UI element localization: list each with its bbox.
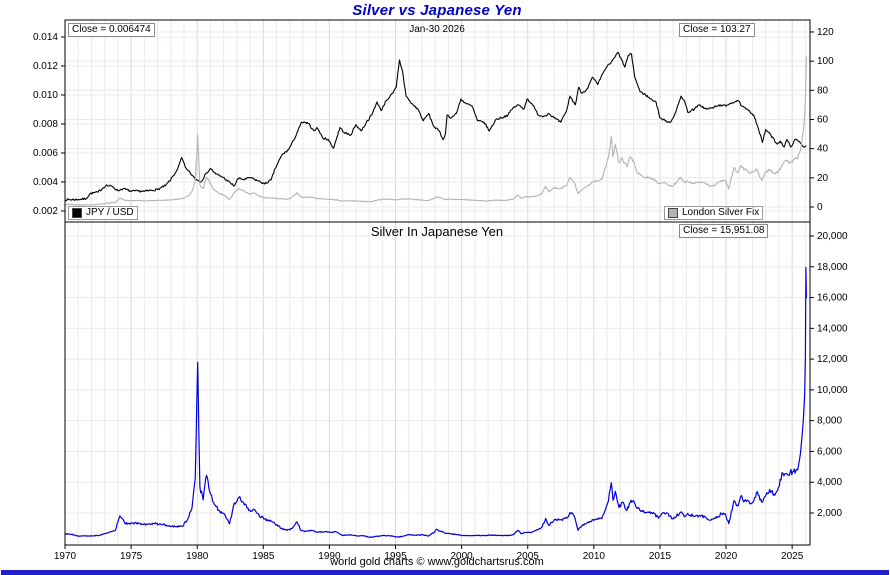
date-label: Jan-30 2026 <box>409 24 465 35</box>
svg-text:1975: 1975 <box>120 551 143 562</box>
svg-text:0.004: 0.004 <box>33 177 58 188</box>
svg-text:1980: 1980 <box>186 551 209 562</box>
svg-text:100: 100 <box>817 56 834 67</box>
svg-text:0.006: 0.006 <box>33 148 58 159</box>
svg-text:1970: 1970 <box>54 551 77 562</box>
svg-text:1985: 1985 <box>252 551 275 562</box>
svg-text:14,000: 14,000 <box>817 323 848 334</box>
svg-text:1990: 1990 <box>318 551 341 562</box>
svg-text:80: 80 <box>817 85 829 96</box>
svg-text:20,000: 20,000 <box>817 231 848 242</box>
bottom-accent-bar <box>1 570 889 575</box>
svg-text:0.008: 0.008 <box>33 119 58 130</box>
legend-jpy-usd: JPY / USD <box>68 206 138 220</box>
svg-text:0: 0 <box>817 202 823 213</box>
svg-text:0.012: 0.012 <box>33 61 58 72</box>
chart-title: Silver vs Japanese Yen <box>352 2 522 19</box>
svg-text:4,000: 4,000 <box>817 477 842 488</box>
silver-legend-swatch-icon <box>668 208 678 218</box>
svg-text:0.010: 0.010 <box>33 90 58 101</box>
svg-text:6,000: 6,000 <box>817 446 842 457</box>
svg-text:8,000: 8,000 <box>817 416 842 427</box>
svg-text:20: 20 <box>817 173 829 184</box>
close-silver-yen-annotation: Close = 15,951.08 <box>679 224 769 238</box>
svg-text:0.002: 0.002 <box>33 206 58 217</box>
svg-text:40: 40 <box>817 144 829 155</box>
svg-text:18,000: 18,000 <box>817 262 848 273</box>
svg-text:60: 60 <box>817 114 829 125</box>
svg-text:12,000: 12,000 <box>817 354 848 365</box>
svg-text:2025: 2025 <box>781 551 804 562</box>
svg-text:2005: 2005 <box>517 551 540 562</box>
footer-credit: world gold charts © www.goldchartsrus.co… <box>330 556 544 568</box>
svg-text:2000: 2000 <box>451 551 474 562</box>
svg-text:0.014: 0.014 <box>33 32 58 43</box>
svg-text:2020: 2020 <box>715 551 738 562</box>
close-jpyusd-annotation: Close = 0.006474 <box>68 23 155 37</box>
svg-text:2,000: 2,000 <box>817 508 842 519</box>
svg-text:2015: 2015 <box>649 551 672 562</box>
svg-text:16,000: 16,000 <box>817 293 848 304</box>
svg-text:1995: 1995 <box>384 551 407 562</box>
legend-london-silver-fix: London Silver Fix <box>664 206 764 220</box>
svg-text:2010: 2010 <box>583 551 606 562</box>
silver-legend-label: London Silver Fix <box>682 207 760 218</box>
svg-text:10,000: 10,000 <box>817 385 848 396</box>
bottom-panel-title: Silver In Japanese Yen <box>370 224 504 239</box>
jpy-legend-label: JPY / USD <box>86 207 134 218</box>
svg-text:120: 120 <box>817 27 834 38</box>
jpy-legend-swatch-icon <box>72 208 82 218</box>
close-silver-annotation: Close = 103.27 <box>679 23 755 37</box>
